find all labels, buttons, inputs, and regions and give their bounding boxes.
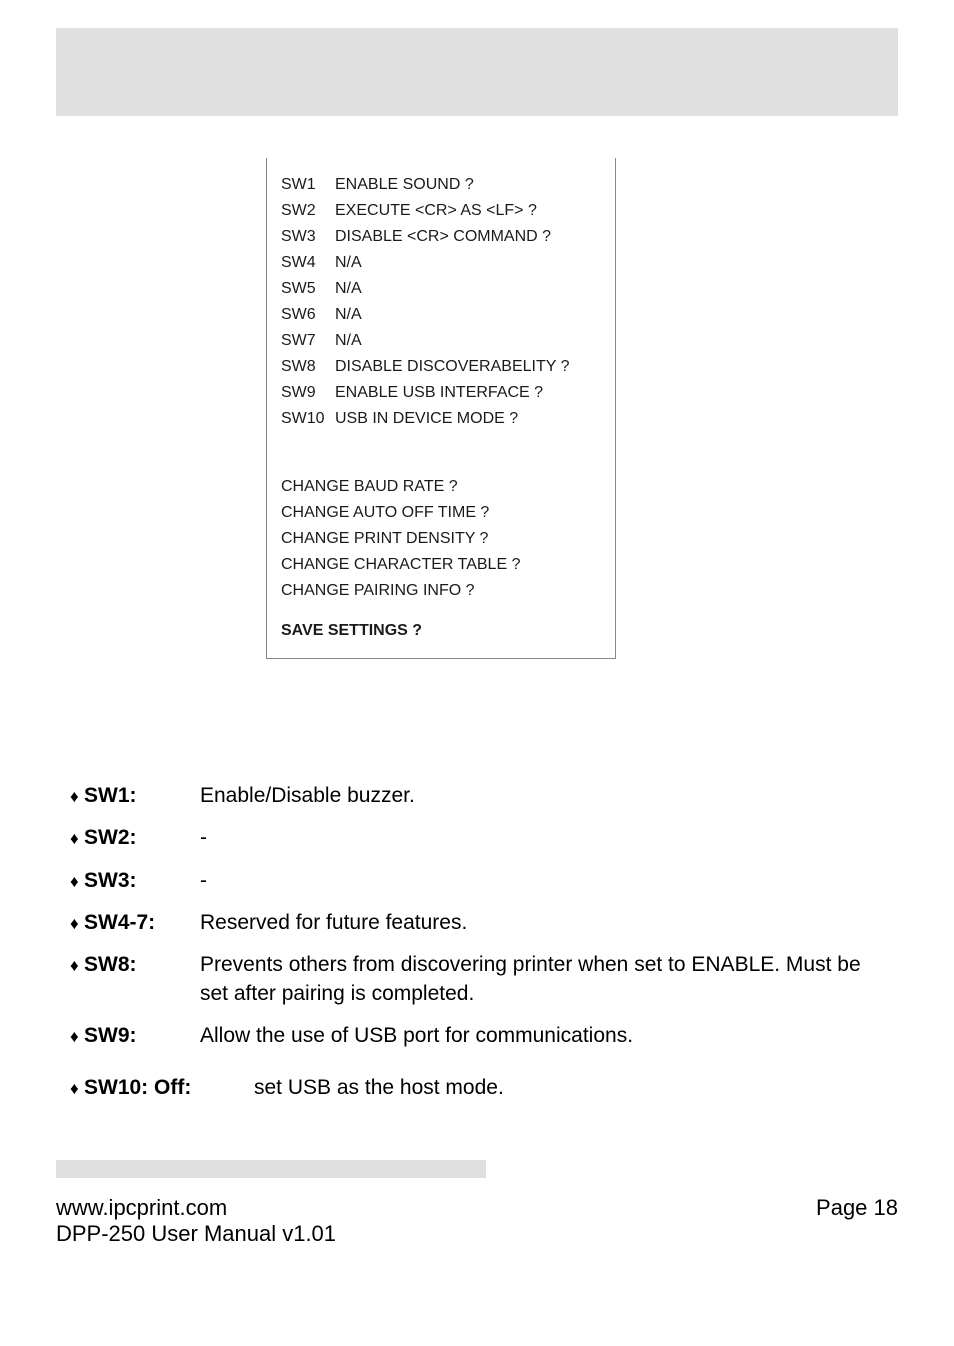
footer: www.ipcprint.com DPP-250 User Manual v1.… [56, 1195, 898, 1247]
bullet-label: SW9: [84, 1022, 200, 1050]
switch-label: SW7 [281, 332, 335, 350]
switch-row: SW8 DISABLE DISCOVERABELITY ? [281, 358, 601, 376]
bullet-label: SW1: [84, 782, 200, 810]
settings-box: SW1 ENABLE SOUND ? SW2 EXECUTE <CR> AS <… [266, 158, 616, 659]
switch-row: SW7 N/A [281, 332, 601, 350]
switch-desc: N/A [335, 332, 601, 350]
switch-row: SW9 ENABLE USB INTERFACE ? [281, 384, 601, 402]
bullet-text: Allow the use of USB port for communicat… [200, 1022, 890, 1050]
switch-label: SW5 [281, 280, 335, 298]
diamond-icon: ♦ [70, 1026, 84, 1049]
footer-url: www.ipcprint.com [56, 1195, 336, 1221]
switch-label: SW4 [281, 254, 335, 272]
switch-desc: ENABLE SOUND ? [335, 176, 601, 194]
bullet-text: - [200, 824, 890, 852]
bullet-item: ♦ SW8: Prevents others from discovering … [70, 951, 890, 1008]
switch-label: SW8 [281, 358, 335, 376]
change-line: CHANGE PRINT DENSITY ? [281, 530, 601, 548]
bullet-list: ♦ SW1: Enable/Disable buzzer. ♦ SW2: - ♦… [70, 782, 890, 1117]
footer-bar [56, 1160, 486, 1178]
bullet-item: ♦ SW1: Enable/Disable buzzer. [70, 782, 890, 810]
switch-row: SW2 EXECUTE <CR> AS <LF> ? [281, 202, 601, 220]
change-line: CHANGE BAUD RATE ? [281, 478, 601, 496]
save-settings: SAVE SETTINGS ? [281, 622, 601, 640]
bullet-item: ♦ SW3: - [70, 867, 890, 895]
switch-desc: EXECUTE <CR> AS <LF> ? [335, 202, 601, 220]
bullet-text: Reserved for future features. [200, 909, 890, 937]
change-line: CHANGE PAIRING INFO ? [281, 582, 601, 600]
switch-label: SW3 [281, 228, 335, 246]
diamond-icon: ♦ [70, 955, 84, 978]
bullet-text: Enable/Disable buzzer. [200, 782, 890, 810]
page-number: Page 18 [816, 1195, 898, 1221]
switch-desc: ENABLE USB INTERFACE ? [335, 384, 601, 402]
switch-row: SW6 N/A [281, 306, 601, 324]
bullet-label: SW4-7: [84, 909, 200, 937]
switch-desc: DISABLE <CR> COMMAND ? [335, 228, 601, 246]
switch-desc: DISABLE DISCOVERABELITY ? [335, 358, 601, 376]
switch-row: SW10 USB IN DEVICE MODE ? [281, 410, 601, 428]
bullet-label: SW3: [84, 867, 200, 895]
switch-label: SW9 [281, 384, 335, 402]
bullet-label: SW2: [84, 824, 200, 852]
bullet-text: - [200, 867, 890, 895]
diamond-icon: ♦ [70, 913, 84, 936]
switch-row: SW3 DISABLE <CR> COMMAND ? [281, 228, 601, 246]
switch-label: SW10 [281, 410, 335, 428]
switch-desc: USB IN DEVICE MODE ? [335, 410, 601, 428]
switch-row: SW5 N/A [281, 280, 601, 298]
bullet-label: SW10: Off: [84, 1074, 254, 1102]
change-line: CHANGE AUTO OFF TIME ? [281, 504, 601, 522]
header-bar [56, 28, 898, 116]
switch-label: SW1 [281, 176, 335, 194]
bullet-item: ♦ SW2: - [70, 824, 890, 852]
switch-label: SW2 [281, 202, 335, 220]
switch-label: SW6 [281, 306, 335, 324]
bullet-text: Prevents others from discovering printer… [200, 951, 890, 1008]
bullet-item: ♦ SW4-7: Reserved for future features. [70, 909, 890, 937]
switch-desc: N/A [335, 254, 601, 272]
footer-manual: DPP-250 User Manual v1.01 [56, 1221, 336, 1247]
switch-desc: N/A [335, 280, 601, 298]
bullet-label: SW8: [84, 951, 200, 979]
diamond-icon: ♦ [70, 1078, 84, 1101]
diamond-icon: ♦ [70, 871, 84, 894]
diamond-icon: ♦ [70, 828, 84, 851]
switch-desc: N/A [335, 306, 601, 324]
switch-row: SW4 N/A [281, 254, 601, 272]
bullet-text: set USB as the host mode. [254, 1074, 890, 1102]
switch-row: SW1 ENABLE SOUND ? [281, 176, 601, 194]
diamond-icon: ♦ [70, 786, 84, 809]
bullet-item: ♦ SW10: Off: set USB as the host mode. [70, 1074, 890, 1102]
bullet-item: ♦ SW9: Allow the use of USB port for com… [70, 1022, 890, 1050]
change-line: CHANGE CHARACTER TABLE ? [281, 556, 601, 574]
